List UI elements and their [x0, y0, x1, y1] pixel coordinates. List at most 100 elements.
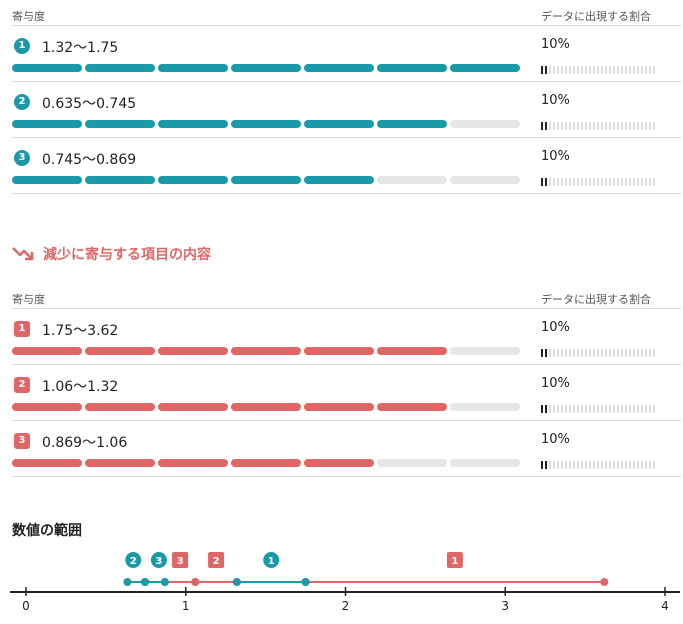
share-tick	[569, 178, 571, 186]
bar-segment	[12, 403, 82, 411]
share-tick	[641, 405, 643, 413]
rank-badge: 1	[14, 38, 30, 54]
bar-segment	[12, 64, 82, 72]
share-tick	[541, 461, 543, 469]
share-tick	[573, 66, 575, 74]
decrease-row[interactable]: 3 0.869〜1.06 10%	[12, 421, 681, 477]
share-header: データに出現する割合	[541, 10, 651, 23]
bar-segment	[450, 176, 520, 184]
range-label: 0.745〜0.869	[42, 152, 137, 168]
share-tick	[597, 178, 599, 186]
share-tick	[645, 461, 647, 469]
decrease-title-text: 減少に寄与する項目の内容	[43, 247, 211, 263]
share-tick	[613, 122, 615, 130]
range-badge	[125, 552, 142, 568]
share-tick	[561, 349, 563, 357]
share-tick	[545, 461, 547, 469]
bar-segment	[12, 459, 82, 467]
share-tick	[645, 178, 647, 186]
share-tick	[645, 349, 647, 357]
range-badge	[172, 552, 189, 568]
share-tick	[557, 178, 559, 186]
increase-row[interactable]: 3 0.745〜0.869 10%	[12, 138, 681, 194]
share-tick	[653, 122, 655, 130]
share-tick	[613, 461, 615, 469]
share-tick	[601, 405, 603, 413]
share-tick	[605, 122, 607, 130]
decrease-row[interactable]: 2 1.06〜1.32 10%	[12, 365, 681, 421]
share-tick	[625, 122, 627, 130]
share-tick	[617, 461, 619, 469]
bar-segment	[231, 347, 301, 355]
share-tick	[585, 461, 587, 469]
share-tick	[633, 405, 635, 413]
increase-header: 寄与度 データに出現する割合	[12, 4, 681, 26]
share-tick	[569, 349, 571, 357]
share-tick	[653, 178, 655, 186]
share-tick	[629, 349, 631, 357]
bar-segment	[377, 120, 447, 128]
share-tick	[641, 122, 643, 130]
share-tick	[565, 461, 567, 469]
bar-segment	[85, 120, 155, 128]
share-tick	[605, 405, 607, 413]
share-tick	[549, 349, 551, 357]
share-tick	[617, 349, 619, 357]
range-label: 1.32〜1.75	[42, 40, 119, 56]
contribution-bar	[12, 459, 520, 467]
share-tick	[617, 178, 619, 186]
range-endpoint	[232, 578, 241, 586]
share-tick	[601, 66, 603, 74]
share-tick	[621, 405, 623, 413]
share-tick	[605, 178, 607, 186]
share-gauge	[541, 66, 661, 74]
share-tick	[601, 461, 603, 469]
share-tick	[649, 66, 651, 74]
share-tick	[573, 461, 575, 469]
bar-segment	[158, 459, 228, 467]
bar-segment	[158, 347, 228, 355]
share-tick	[577, 349, 579, 357]
share-tick	[653, 66, 655, 74]
range-badge	[208, 552, 225, 568]
share-tick	[573, 122, 575, 130]
share-tick	[541, 349, 543, 357]
share-tick	[653, 349, 655, 357]
share-tick	[621, 122, 623, 130]
share-tick	[565, 178, 567, 186]
share-tick	[633, 66, 635, 74]
increase-row[interactable]: 1 1.32〜1.75 10%	[12, 26, 681, 82]
share-tick	[617, 405, 619, 413]
share-tick	[625, 178, 627, 186]
increase-row[interactable]: 2 0.635〜0.745 10%	[12, 82, 681, 138]
bar-segment	[450, 403, 520, 411]
share-tick	[545, 405, 547, 413]
share-tick	[585, 122, 587, 130]
share-tick	[545, 122, 547, 130]
bar-segment	[450, 120, 520, 128]
trend-down-icon	[12, 247, 34, 261]
axis-tick-label: 0	[22, 599, 30, 613]
share-tick	[553, 349, 555, 357]
share-tick	[621, 461, 623, 469]
share-tick	[625, 349, 627, 357]
share-tick	[613, 178, 615, 186]
bar-segment	[85, 64, 155, 72]
share-tick	[553, 122, 555, 130]
share-tick	[573, 405, 575, 413]
bar-segment	[377, 403, 447, 411]
range-badge-number: 2	[130, 556, 137, 567]
bar-segment	[304, 64, 374, 72]
share-tick	[617, 122, 619, 130]
share-tick	[593, 178, 595, 186]
range-badge	[446, 552, 463, 568]
share-tick	[561, 178, 563, 186]
bar-segment	[85, 403, 155, 411]
range-badge	[263, 552, 280, 568]
share-tick	[597, 461, 599, 469]
share-tick	[629, 178, 631, 186]
share-tick	[637, 405, 639, 413]
share-tick	[569, 66, 571, 74]
range-badge-number: 1	[451, 556, 458, 567]
decrease-row[interactable]: 1 1.75〜3.62 10%	[12, 309, 681, 365]
